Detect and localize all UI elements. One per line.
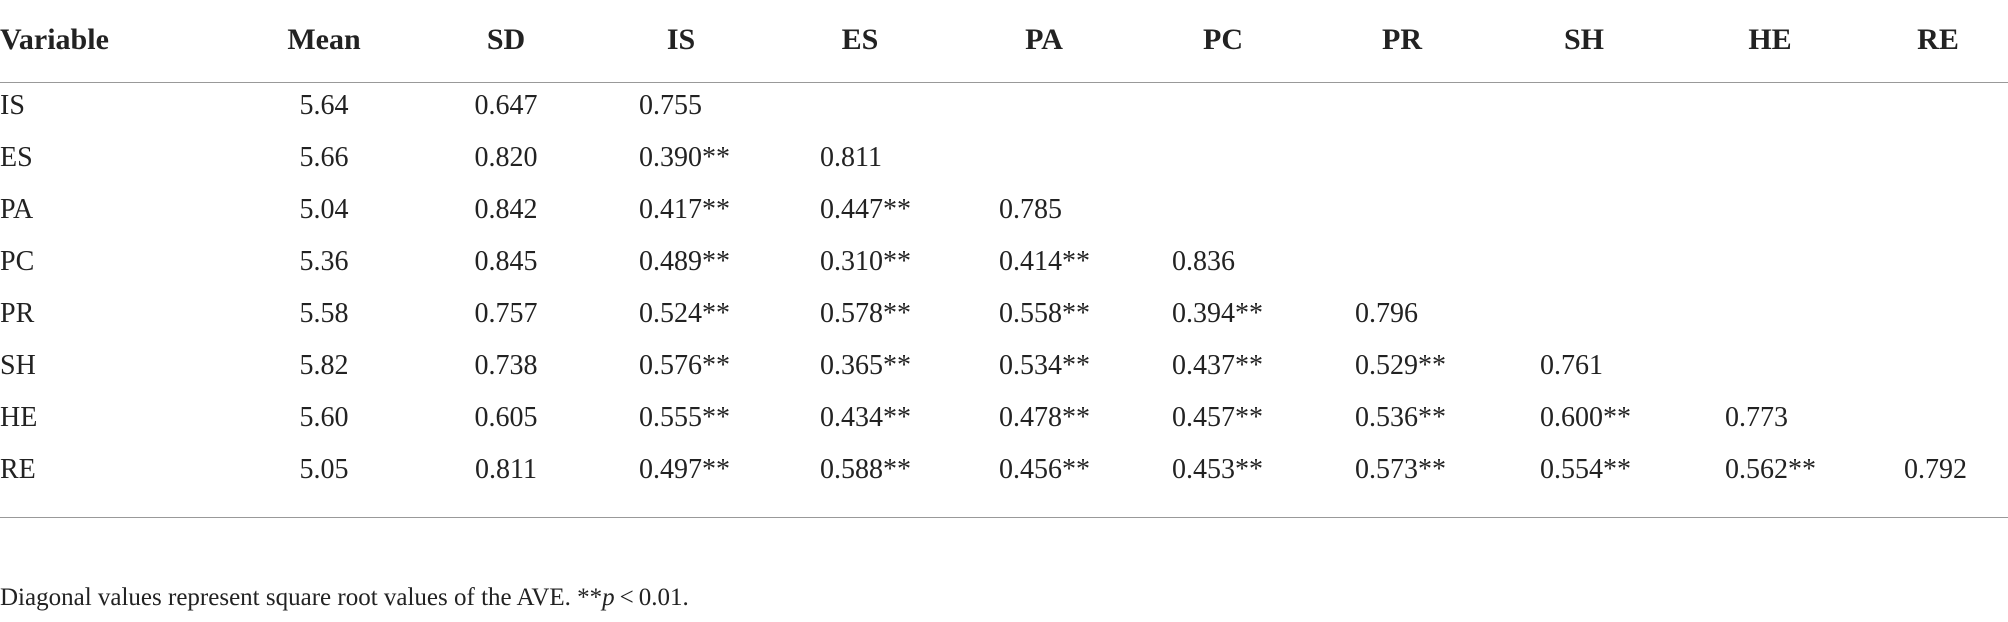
table-cell: 0.761 <box>1540 350 1603 381</box>
header-cell: PR <box>1382 23 1422 56</box>
table-cell: 0.497** <box>639 454 730 485</box>
row-label: HE <box>0 402 38 433</box>
table-cell: 0.792 <box>1904 454 1967 485</box>
header-cell: PC <box>1203 23 1243 56</box>
table-cell: 0.845 <box>474 246 538 277</box>
header-cell: Variable <box>0 23 109 56</box>
table-cell: 0.536** <box>1355 402 1446 433</box>
table-cell: 5.36 <box>299 246 349 277</box>
table-cell: 0.600** <box>1540 402 1631 433</box>
table-cell: 5.04 <box>299 194 349 225</box>
table-cell: 0.820 <box>474 142 538 173</box>
table-cell: 0.647 <box>474 90 538 121</box>
table-cell: 0.578** <box>820 298 911 329</box>
table-cell: 0.605 <box>474 402 538 433</box>
table-cell: 5.66 <box>299 142 349 173</box>
table-cell: 0.478** <box>999 402 1090 433</box>
table-cell: 0.437** <box>1172 350 1263 381</box>
footnote-p: p <box>602 584 615 611</box>
table-cell: 0.796 <box>1355 298 1418 329</box>
table-cell: 0.573** <box>1355 454 1446 485</box>
table-cell: 0.588** <box>820 454 911 485</box>
table-cell: 0.489** <box>639 246 730 277</box>
table-cell: 0.836 <box>1172 246 1235 277</box>
table-cell: 0.555** <box>639 402 730 433</box>
table-cell: 0.394** <box>1172 298 1263 329</box>
row-label: PA <box>0 194 34 225</box>
footnote-text: < 0.01. <box>614 584 689 611</box>
header-cell: PA <box>1025 23 1063 56</box>
table-cell: 0.414** <box>999 246 1090 277</box>
table-cell: 0.785 <box>999 194 1062 225</box>
table-cell: 0.457** <box>1172 402 1263 433</box>
header-cell: ES <box>841 23 879 56</box>
row-label: RE <box>0 454 36 485</box>
table-cell: 0.558** <box>999 298 1090 329</box>
table-cell: 0.811 <box>820 142 882 173</box>
table-cell: 0.447** <box>820 194 911 225</box>
table-cell: 0.453** <box>1172 454 1263 485</box>
row-label: PR <box>0 298 35 329</box>
table-cell: 0.524** <box>639 298 730 329</box>
table-cell: 0.811 <box>475 454 537 485</box>
table-cell: 0.529** <box>1355 350 1446 381</box>
table-cell: 0.417** <box>639 194 730 225</box>
footnote: Diagonal values represent square root va… <box>0 583 689 613</box>
table-cell: 5.64 <box>299 90 349 121</box>
row-label: ES <box>0 142 33 173</box>
table-cell: 0.310** <box>820 246 911 277</box>
table-cell: 0.434** <box>820 402 911 433</box>
table-cell: 0.456** <box>999 454 1090 485</box>
row-label: IS <box>0 90 25 121</box>
header-rule <box>0 82 2008 83</box>
table-cell: 0.755 <box>639 90 702 121</box>
header-cell: SD <box>486 23 526 56</box>
header-cell: RE <box>1917 23 1959 56</box>
header-cell: SH <box>1563 23 1605 56</box>
header-cell: Mean <box>287 23 361 56</box>
table-cell: 0.534** <box>999 350 1090 381</box>
footnote-text: Diagonal values represent square root va… <box>0 584 603 611</box>
table-cell: 0.757 <box>474 298 538 329</box>
table-cell: 5.05 <box>299 454 349 485</box>
table-cell: 0.738 <box>474 350 538 381</box>
row-label: SH <box>0 350 36 381</box>
table-cell: 0.773 <box>1725 402 1788 433</box>
bottom-rule <box>0 517 2008 518</box>
table-cell: 0.390** <box>639 142 730 173</box>
table-cell: 0.562** <box>1725 454 1816 485</box>
header-cell: IS <box>666 23 696 56</box>
table-cell: 0.365** <box>820 350 911 381</box>
table-cell: 0.842 <box>474 194 538 225</box>
table-cell: 5.58 <box>299 298 349 329</box>
table-cell: 5.82 <box>299 350 349 381</box>
table-cell: 0.554** <box>1540 454 1631 485</box>
header-cell: HE <box>1748 23 1792 56</box>
table-cell: 0.576** <box>639 350 730 381</box>
row-label: PC <box>0 246 35 277</box>
table-cell: 5.60 <box>299 402 349 433</box>
